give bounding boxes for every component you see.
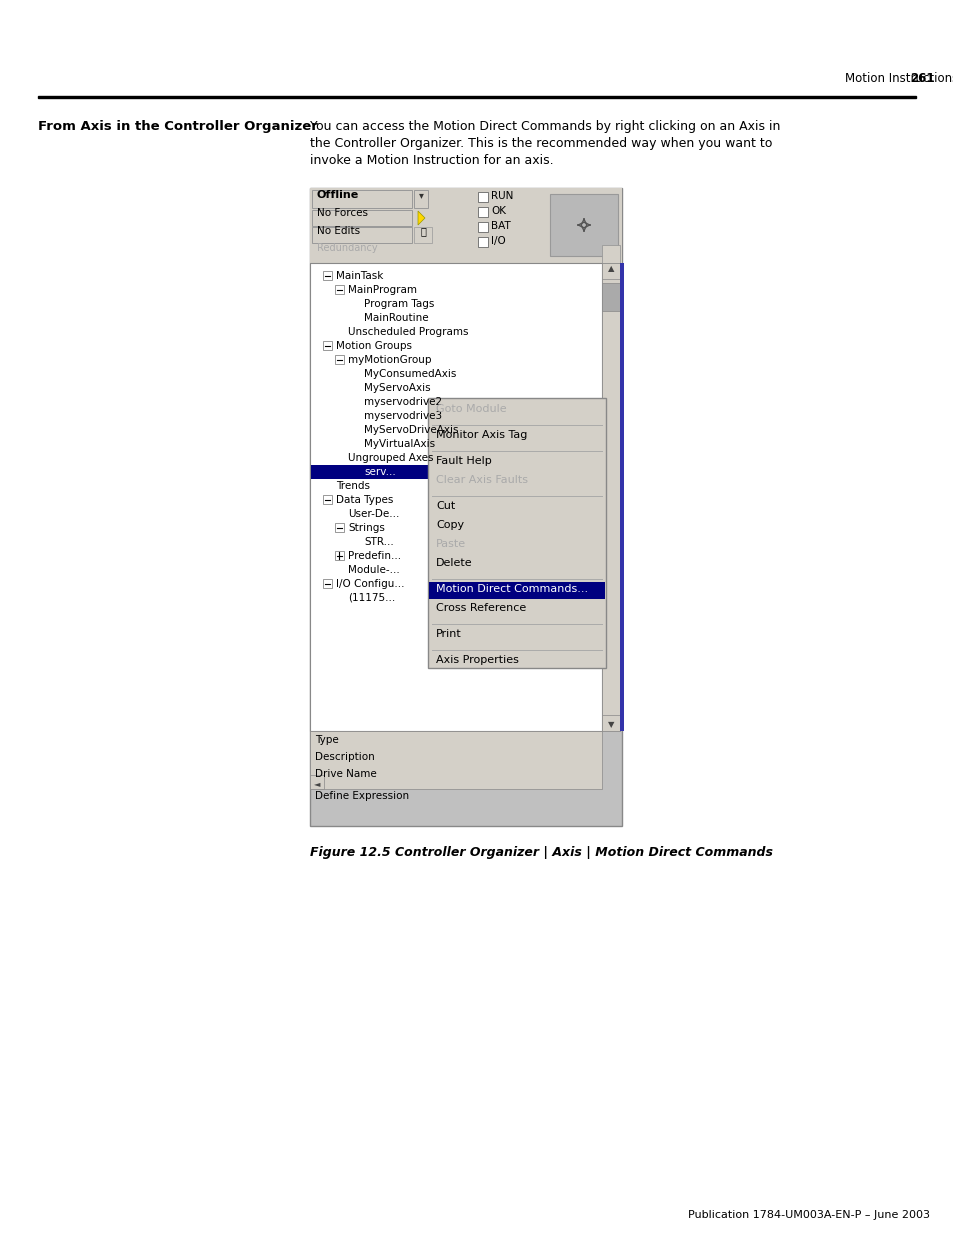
Text: Clear Axis Faults: Clear Axis Faults — [436, 475, 527, 485]
Text: (11175...: (11175... — [348, 593, 395, 603]
Bar — [335, 551, 344, 559]
Text: Monitor Axis Tag: Monitor Axis Tag — [436, 430, 527, 440]
Bar — [477, 191, 488, 203]
Text: myMotionGroup: myMotionGroup — [348, 354, 431, 366]
Text: MyServoAxis: MyServoAxis — [364, 383, 430, 393]
Bar — [429, 582, 604, 599]
Text: Predefin...: Predefin... — [348, 551, 400, 561]
Bar — [601, 263, 619, 731]
Text: You can access the Motion Direct Commands by right clicking on an Axis in: You can access the Motion Direct Command… — [310, 120, 780, 133]
Bar — [38, 95, 915, 98]
Text: RUN: RUN — [491, 191, 513, 201]
Bar — [601, 245, 619, 263]
Text: Axis Properties: Axis Properties — [436, 655, 518, 664]
Bar — [310, 731, 601, 789]
Bar — [310, 776, 324, 789]
Text: MyVirtualAxis: MyVirtualAxis — [364, 438, 435, 450]
Text: No Edits: No Edits — [316, 226, 359, 236]
Text: BAT: BAT — [491, 221, 510, 231]
Text: User-De...: User-De... — [348, 509, 399, 519]
Text: Motion Groups: Motion Groups — [335, 341, 412, 351]
Text: serv...: serv... — [364, 467, 395, 477]
Text: Define Expression: Define Expression — [314, 790, 409, 802]
Bar — [310, 188, 621, 263]
Text: No Forces: No Forces — [316, 207, 368, 219]
Text: ▲: ▲ — [607, 264, 614, 273]
Text: Drive Name: Drive Name — [314, 769, 376, 779]
Bar — [428, 398, 605, 668]
Text: Strings: Strings — [348, 522, 384, 534]
Bar — [601, 263, 619, 279]
Bar — [414, 227, 432, 243]
Text: Print: Print — [436, 629, 461, 638]
Bar — [335, 354, 344, 364]
Bar — [323, 341, 332, 350]
Text: Copy: Copy — [436, 520, 464, 530]
Bar — [477, 207, 488, 217]
Text: MyConsumedAxis: MyConsumedAxis — [364, 369, 456, 379]
Text: Goto Module: Goto Module — [436, 404, 506, 414]
Text: Redundancy: Redundancy — [316, 243, 377, 253]
Text: Delete: Delete — [436, 558, 472, 568]
Text: MyServoDriveAxis: MyServoDriveAxis — [364, 425, 458, 435]
Text: ◄: ◄ — [314, 779, 320, 788]
Text: myservodrive2: myservodrive2 — [364, 396, 441, 408]
Text: STR...: STR... — [364, 537, 394, 547]
Bar — [601, 715, 619, 731]
Text: the Controller Organizer. This is the recommended way when you want to: the Controller Organizer. This is the re… — [310, 137, 772, 149]
Bar — [323, 270, 332, 280]
Text: Motion Instructions: Motion Instructions — [844, 72, 953, 85]
Bar — [312, 210, 412, 226]
Text: myservodrive3: myservodrive3 — [364, 411, 441, 421]
Bar — [310, 188, 621, 826]
Text: Cut: Cut — [436, 501, 455, 511]
Text: MainProgram: MainProgram — [348, 285, 416, 295]
Text: MainTask: MainTask — [335, 270, 383, 282]
Text: Figure 12.5 Controller Organizer | Axis | Motion Direct Commands: Figure 12.5 Controller Organizer | Axis … — [310, 846, 772, 860]
Bar — [477, 237, 488, 247]
Text: Publication 1784-UM003A-EN-P – June 2003: Publication 1784-UM003A-EN-P – June 2003 — [687, 1210, 929, 1220]
Bar — [312, 227, 412, 243]
Text: MainRoutine: MainRoutine — [364, 312, 428, 324]
Bar — [335, 522, 344, 532]
Text: Description: Description — [314, 752, 375, 762]
Text: 🔒: 🔒 — [419, 226, 425, 236]
Text: invoke a Motion Instruction for an axis.: invoke a Motion Instruction for an axis. — [310, 154, 553, 167]
Bar — [335, 285, 344, 294]
Text: 261: 261 — [909, 72, 934, 85]
Text: Offline: Offline — [316, 190, 359, 200]
Text: Paste: Paste — [436, 538, 466, 550]
Bar — [601, 283, 619, 311]
Text: Module-...: Module-... — [348, 564, 399, 576]
Text: Unscheduled Programs: Unscheduled Programs — [348, 327, 468, 337]
Bar — [312, 190, 412, 207]
Text: From Axis in the Controller Organizer: From Axis in the Controller Organizer — [38, 120, 317, 133]
Text: Fault Help: Fault Help — [436, 456, 491, 466]
Polygon shape — [417, 211, 424, 225]
Text: ▼: ▼ — [607, 720, 614, 729]
Bar — [323, 495, 332, 504]
Bar — [414, 190, 428, 207]
Text: ▾: ▾ — [418, 190, 423, 200]
Bar — [619, 263, 623, 731]
Text: I/O Configu...: I/O Configu... — [335, 579, 404, 589]
Text: OK: OK — [491, 206, 505, 216]
Text: Ungrouped Axes: Ungrouped Axes — [348, 453, 433, 463]
Text: Type: Type — [314, 735, 338, 745]
Text: Data Types: Data Types — [335, 495, 393, 505]
Text: I/O: I/O — [491, 236, 505, 246]
Text: Cross Reference: Cross Reference — [436, 603, 526, 613]
Bar — [477, 222, 488, 232]
Bar — [310, 263, 601, 731]
Bar — [311, 466, 600, 479]
Text: Program Tags: Program Tags — [364, 299, 434, 309]
Bar — [323, 579, 332, 588]
Text: Trends: Trends — [335, 480, 370, 492]
Text: Motion Direct Commands...: Motion Direct Commands... — [436, 584, 587, 594]
Bar — [550, 194, 618, 256]
